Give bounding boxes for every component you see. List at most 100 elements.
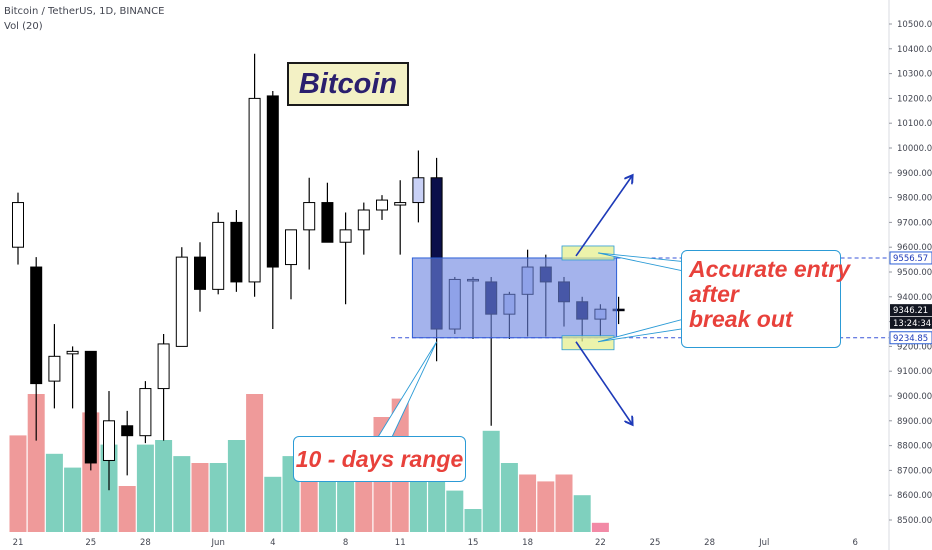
volume-bar xyxy=(136,444,154,532)
volume-bar xyxy=(591,522,609,532)
breakout-up-arrow xyxy=(575,176,632,257)
candle xyxy=(30,257,43,441)
candle xyxy=(175,247,188,347)
price-tag-label: 9346.21 xyxy=(893,306,928,316)
volume-bar xyxy=(27,394,45,532)
y-tick-label: 9500.00 xyxy=(897,268,932,278)
candle xyxy=(230,210,243,292)
price-tag-bg xyxy=(890,316,932,329)
y-tick-label: 10500.00 xyxy=(897,20,932,30)
volume-bar xyxy=(64,467,82,532)
candle-body xyxy=(266,95,279,268)
volume-bar xyxy=(118,486,136,532)
candle xyxy=(157,334,170,441)
volume-bar xyxy=(155,440,173,532)
annotation-overlay xyxy=(377,176,889,438)
y-tick-label: 9800.00 xyxy=(897,194,932,204)
candle-body xyxy=(30,266,43,385)
candle xyxy=(84,350,97,471)
x-tick-label: 28 xyxy=(704,538,715,548)
y-tick-label: 8700.00 xyxy=(897,466,932,476)
volume-header[interactable]: Vol (20) xyxy=(4,21,43,32)
range-callout: 10 - days range xyxy=(293,436,466,482)
volume-bars xyxy=(9,394,609,532)
y-tick-label: 9200.00 xyxy=(897,342,932,352)
price-tag-bg xyxy=(889,251,932,265)
candle-body xyxy=(139,388,152,437)
candle-body xyxy=(303,202,316,231)
chart-title-box: Bitcoin xyxy=(287,62,409,106)
y-tick-label: 9000.00 xyxy=(897,392,932,402)
breakout-zone-lower xyxy=(561,335,615,351)
x-tick-label: Jun xyxy=(211,538,225,548)
candle-body xyxy=(248,97,261,283)
y-tick-label: 9100.00 xyxy=(897,367,932,377)
x-tick-label: 8 xyxy=(343,538,348,548)
volume-bar xyxy=(555,474,573,532)
candle-body xyxy=(194,256,206,290)
volume-bar xyxy=(464,509,482,532)
candle xyxy=(394,180,407,255)
price-tag-label: 13:24:34 xyxy=(893,319,931,329)
candle-body xyxy=(48,355,61,382)
x-tick-label: 11 xyxy=(395,538,406,548)
candle-body xyxy=(339,229,352,243)
volume-bar xyxy=(428,472,446,532)
x-tick-label: 6 xyxy=(852,538,857,548)
candle xyxy=(339,212,352,305)
candle-body xyxy=(175,256,188,347)
axes: 8500.00 8600.00 8700.00 8800.00 8900.00 9000.… xyxy=(13,0,932,550)
candle-body xyxy=(157,343,170,390)
volume-bar xyxy=(409,481,427,532)
volume-bar xyxy=(337,481,355,532)
volume-bar xyxy=(482,430,500,532)
candle xyxy=(194,242,206,312)
consolidation-range-box xyxy=(411,257,618,339)
y-tick-label: 9700.00 xyxy=(897,218,932,228)
entry-callout: Accurate entry after break out xyxy=(681,250,851,348)
y-tick-label: 9600.00 xyxy=(897,243,932,253)
y-tick-label: 9400.00 xyxy=(897,293,932,303)
volume-bar xyxy=(519,474,537,532)
candle xyxy=(303,177,316,270)
x-tick-label: 15 xyxy=(468,538,479,548)
candle-body xyxy=(321,202,334,243)
candle-body xyxy=(376,199,388,211)
x-tick-label: 25 xyxy=(85,538,96,548)
y-tick-label: 9900.00 xyxy=(897,169,932,179)
price-tag: 9234.85 xyxy=(889,331,932,345)
entry-line-1: Accurate entry xyxy=(689,256,851,282)
price-tag-bg xyxy=(890,304,932,317)
x-tick-label: 25 xyxy=(650,538,661,548)
volume-bar xyxy=(246,394,264,532)
candle-body xyxy=(212,221,225,290)
volume-bar xyxy=(446,490,464,532)
entry-line-2: after xyxy=(689,281,739,307)
price-tag: 9346.21 xyxy=(890,304,932,317)
y-tick-label: 10300.00 xyxy=(897,70,932,80)
candle xyxy=(212,212,225,295)
breakout-down-arrow xyxy=(575,341,632,424)
x-tick-label: 4 xyxy=(270,538,275,548)
volume-bar xyxy=(537,481,555,532)
candle xyxy=(139,381,152,444)
price-tag-label: 9556.57 xyxy=(893,254,928,264)
candle-body xyxy=(12,202,24,248)
breakout-zone-upper xyxy=(561,245,615,261)
candle xyxy=(121,410,134,476)
candle-body xyxy=(230,221,243,283)
x-tick-label: 28 xyxy=(140,538,151,548)
candle xyxy=(12,192,24,265)
volume-bar xyxy=(173,456,191,532)
symbol-header[interactable]: Bitcoin / TetherUS, 1D, BINANCE xyxy=(4,6,165,17)
candle-body xyxy=(66,350,79,355)
y-tick-label: 10200.00 xyxy=(897,94,932,104)
y-tick-label: 8500.00 xyxy=(897,516,932,526)
candle-body xyxy=(285,229,297,266)
candle-body xyxy=(412,177,425,204)
price-tag: 13:24:34 xyxy=(890,316,932,329)
y-tick-label: 8600.00 xyxy=(897,491,932,501)
candle xyxy=(357,202,370,255)
